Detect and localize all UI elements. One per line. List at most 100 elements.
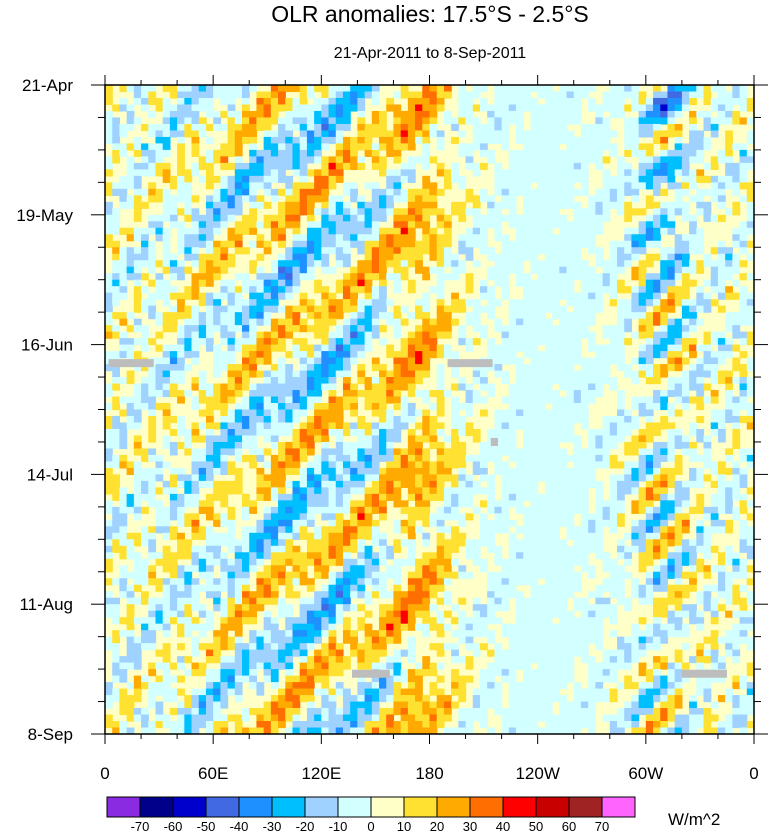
heatmap-cell — [213, 519, 221, 527]
heatmap-cell — [249, 162, 258, 170]
heatmap-cell — [371, 480, 380, 488]
heatmap-cell — [220, 149, 229, 157]
heatmap-cell — [739, 312, 748, 320]
heatmap-cell — [523, 415, 532, 424]
heatmap-cell — [220, 448, 229, 456]
heatmap-cell — [516, 240, 524, 248]
heatmap-cell — [710, 422, 719, 430]
heatmap-cell — [213, 123, 221, 132]
heatmap-cell — [371, 221, 380, 229]
heatmap-cell — [602, 435, 611, 443]
heatmap-cell — [544, 539, 553, 547]
heatmap-cell — [256, 539, 265, 547]
heatmap-cell — [299, 474, 308, 482]
heatmap-cell — [573, 312, 582, 320]
heatmap-cell — [653, 182, 661, 190]
heatmap-cell — [487, 428, 495, 437]
heatmap-cell — [350, 305, 358, 313]
heatmap-cell — [220, 558, 229, 566]
heatmap-cell — [638, 552, 647, 560]
heatmap-cell — [105, 279, 113, 287]
heatmap-cell — [653, 396, 661, 404]
heatmap-cell — [523, 364, 532, 372]
heatmap-cell — [436, 519, 445, 527]
heatmap-cell — [148, 396, 157, 404]
heatmap-cell — [667, 318, 676, 326]
heatmap-cell — [566, 175, 575, 183]
heatmap-cell — [328, 480, 337, 488]
heatmap-cell — [472, 169, 481, 177]
heatmap-cell — [415, 104, 423, 112]
heatmap-cell — [544, 422, 553, 430]
heatmap-cell — [451, 351, 459, 359]
heatmap-cell — [285, 208, 294, 216]
heatmap-cell — [573, 377, 582, 385]
heatmap-cell — [616, 415, 625, 424]
heatmap-cell — [725, 292, 733, 300]
heatmap-cell — [422, 266, 431, 274]
heatmap-cell — [213, 312, 221, 320]
heatmap-cell — [516, 493, 524, 501]
heatmap-cell — [379, 383, 387, 391]
heatmap-cell — [631, 130, 640, 138]
heatmap-cell — [205, 331, 214, 339]
heatmap-cell — [552, 474, 560, 482]
heatmap-cell — [357, 364, 366, 372]
heatmap-cell — [523, 519, 532, 527]
heatmap-cell — [544, 104, 553, 112]
heatmap-cell — [379, 292, 387, 300]
heatmap-cell — [314, 175, 322, 183]
heatmap-cell — [588, 97, 596, 106]
heatmap-cell — [631, 474, 640, 482]
heatmap-cell — [681, 156, 690, 164]
heatmap-cell — [393, 91, 402, 99]
heatmap-cell — [386, 201, 395, 209]
heatmap-cell — [508, 409, 517, 417]
heatmap-cell — [386, 273, 395, 281]
heatmap-cell — [487, 195, 495, 203]
heatmap-cell — [321, 338, 330, 346]
heatmap-cell — [580, 162, 589, 170]
heatmap-cell — [342, 526, 351, 534]
heatmap-cell — [573, 500, 582, 508]
heatmap-cell — [689, 234, 697, 242]
heatmap-cell — [631, 480, 640, 488]
heatmap-cell — [710, 188, 719, 196]
heatmap-cell — [292, 234, 301, 242]
heatmap-cell — [141, 558, 149, 566]
heatmap-cell — [494, 448, 503, 456]
heatmap-cell — [299, 493, 308, 501]
heatmap-cell — [595, 539, 604, 547]
heatmap-cell — [653, 234, 661, 242]
heatmap-cell — [667, 331, 676, 339]
heatmap-cell — [213, 208, 221, 216]
heatmap-cell — [249, 428, 258, 437]
heatmap-cell — [537, 545, 546, 553]
heatmap-cell — [681, 338, 690, 346]
heatmap-cell — [299, 175, 308, 183]
heatmap-cell — [357, 344, 366, 352]
heatmap-cell — [242, 435, 250, 443]
heatmap-cell — [350, 467, 358, 475]
heatmap-cell — [407, 279, 416, 287]
heatmap-cell — [689, 110, 697, 119]
heatmap-cell — [559, 357, 568, 365]
heatmap-cell — [653, 318, 661, 326]
heatmap-cell — [537, 461, 546, 469]
heatmap-cell — [624, 162, 633, 170]
heatmap-cell — [537, 136, 546, 145]
heatmap-cell — [674, 91, 683, 99]
heatmap-cell — [645, 169, 654, 177]
heatmap-cell — [588, 85, 596, 93]
heatmap-cell — [660, 454, 669, 463]
heatmap-cell — [436, 188, 445, 196]
heatmap-cell — [299, 513, 308, 521]
heatmap-cell — [234, 539, 243, 547]
heatmap-cell — [436, 234, 445, 242]
heatmap-cell — [306, 506, 315, 514]
heatmap-cell — [429, 97, 438, 106]
heatmap-cell — [436, 383, 445, 391]
heatmap-cell — [523, 390, 532, 398]
heatmap-cell — [119, 351, 128, 359]
heatmap-cell — [494, 253, 503, 261]
